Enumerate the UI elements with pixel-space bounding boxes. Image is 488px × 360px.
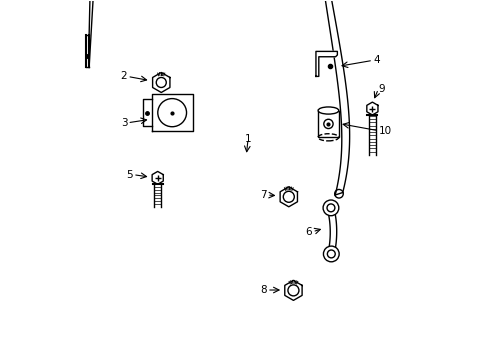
Text: 4: 4 — [372, 55, 379, 65]
Polygon shape — [315, 51, 337, 76]
Polygon shape — [152, 72, 170, 93]
Circle shape — [326, 204, 334, 212]
Circle shape — [323, 246, 339, 262]
Polygon shape — [280, 187, 297, 207]
Bar — [317, 111, 338, 137]
Text: 6: 6 — [305, 227, 312, 237]
Text: 2: 2 — [121, 71, 127, 81]
Polygon shape — [152, 171, 163, 184]
Text: 3: 3 — [121, 118, 127, 128]
Polygon shape — [151, 94, 192, 131]
Circle shape — [283, 191, 294, 202]
Text: 10: 10 — [378, 126, 391, 136]
Circle shape — [287, 285, 298, 296]
Text: 7: 7 — [260, 190, 266, 200]
Polygon shape — [284, 280, 302, 300]
Text: 9: 9 — [378, 84, 384, 94]
Polygon shape — [366, 102, 377, 115]
Text: 8: 8 — [260, 285, 266, 295]
Circle shape — [326, 250, 335, 258]
Circle shape — [323, 200, 338, 216]
Text: 1: 1 — [244, 134, 251, 144]
Ellipse shape — [158, 99, 186, 127]
Text: 5: 5 — [126, 170, 133, 180]
Circle shape — [323, 119, 332, 129]
Ellipse shape — [317, 107, 338, 114]
